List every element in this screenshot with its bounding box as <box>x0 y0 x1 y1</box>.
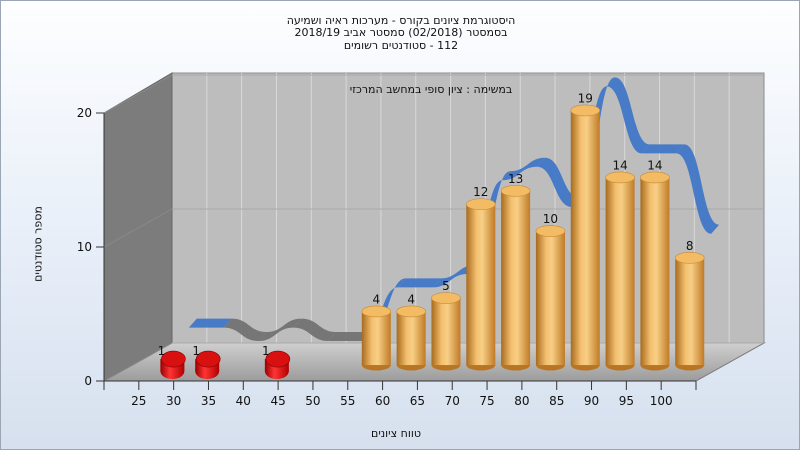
series-ribbon-segment <box>188 318 232 328</box>
bar-top <box>161 350 186 368</box>
bar-body <box>396 311 426 366</box>
bar: 12 <box>465 185 496 371</box>
series-ribbon-segment <box>223 318 267 341</box>
bar: 13 <box>500 172 531 371</box>
series-ribbon-segment <box>328 332 371 341</box>
series-ribbon-segment <box>293 318 337 341</box>
bar: 14 <box>640 158 670 371</box>
bar-body <box>501 190 531 366</box>
bar-top <box>195 350 221 368</box>
grid-line-side <box>103 208 173 248</box>
bar-body <box>466 204 496 366</box>
y-tick-label: 0 <box>84 374 92 388</box>
bar-body <box>605 177 635 366</box>
bar-value-label: 1 <box>192 344 200 358</box>
x-tick-label: 30 <box>166 394 181 408</box>
bar-top <box>605 171 635 184</box>
bar-body <box>361 311 391 366</box>
x-tick-label: 100 <box>650 394 673 408</box>
bar-value-label: 14 <box>612 158 627 172</box>
grid-line-side <box>103 342 173 382</box>
bar-value-label: 1 <box>158 344 166 358</box>
chart-title-line2: בסמסטר (02/2018) סמסטר אביב 2018/19 <box>294 26 508 39</box>
bar: 5 <box>431 279 461 371</box>
bar-value-label: 4 <box>407 292 415 306</box>
side-wall <box>103 72 173 382</box>
bar-top <box>265 350 291 368</box>
bar-body <box>535 231 565 366</box>
x-axis-label: טווח ציונים <box>371 427 421 440</box>
bar-body <box>570 110 600 366</box>
bar-value-label: 19 <box>578 91 593 105</box>
x-tick-label: 40 <box>236 394 251 408</box>
chart-title-line1: היסטוגרמת ציונים בקורס - מערכות ראיה ושמ… <box>286 14 516 27</box>
x-tick-label: 35 <box>201 394 216 408</box>
x-tick-label: 65 <box>410 394 425 408</box>
x-tick-label: 85 <box>549 394 564 408</box>
series-ribbon-segment <box>641 144 685 154</box>
x-tick-label: 60 <box>375 394 390 408</box>
x-tick-label: 90 <box>584 394 599 408</box>
bar: 4 <box>396 292 426 371</box>
x-tick-label: 70 <box>445 394 460 408</box>
bar-top <box>361 305 392 318</box>
series-ribbon-segment <box>606 77 650 154</box>
bar: 4 <box>361 292 392 371</box>
series-ribbon-segment <box>397 278 441 288</box>
bar-value-label: 13 <box>508 172 523 186</box>
series-ribbon-segment <box>537 157 580 207</box>
y-tick-label: 20 <box>77 106 92 120</box>
series-ribbon-segment <box>258 318 302 341</box>
x-tick-label: 80 <box>514 394 529 408</box>
x-tick-label: 25 <box>131 394 146 408</box>
x-tick-label: 75 <box>479 394 494 408</box>
bar: 1 <box>262 344 291 380</box>
x-tick-label: 95 <box>619 394 634 408</box>
chart-title-line3: 112 - סטודנטים רשומים <box>343 39 459 52</box>
bar-top <box>535 225 566 237</box>
bar-top <box>570 104 601 117</box>
bar: 1 <box>158 344 186 380</box>
bar-top <box>465 198 496 211</box>
y-tick-label: 10 <box>77 240 92 254</box>
bar: 14 <box>605 158 635 371</box>
bar-value-label: 1 <box>262 344 270 358</box>
bar-value-label: 4 <box>373 292 381 306</box>
series-ribbon-segment <box>432 265 476 288</box>
chart-annotation: במשימה : ציון סופי במחשב המרכזי <box>350 83 513 96</box>
bar-top <box>640 171 670 184</box>
bar: 19 <box>570 91 601 371</box>
bar-top <box>396 305 426 318</box>
bar: 10 <box>535 212 566 371</box>
bar-top <box>674 252 705 264</box>
bar-body <box>640 177 670 366</box>
bar-value-label: 8 <box>686 239 694 253</box>
bar-value-label: 12 <box>473 185 488 199</box>
series-ribbon-segment <box>676 144 720 234</box>
bar: 1 <box>192 344 221 380</box>
bar-body <box>675 257 705 366</box>
bar-top <box>500 185 531 197</box>
bar-body <box>431 298 461 366</box>
bar-value-label: 5 <box>442 279 450 293</box>
bar: 8 <box>674 239 705 371</box>
bar-value-label: 14 <box>647 158 662 172</box>
x-tick-label: 55 <box>340 394 355 408</box>
bar-top <box>431 292 461 304</box>
series-ribbon-segment <box>502 157 546 181</box>
x-tick-label: 50 <box>305 394 320 408</box>
bar-value-label: 10 <box>543 212 558 226</box>
x-tick-label: 45 <box>270 394 285 408</box>
grid-line-side <box>103 74 173 114</box>
